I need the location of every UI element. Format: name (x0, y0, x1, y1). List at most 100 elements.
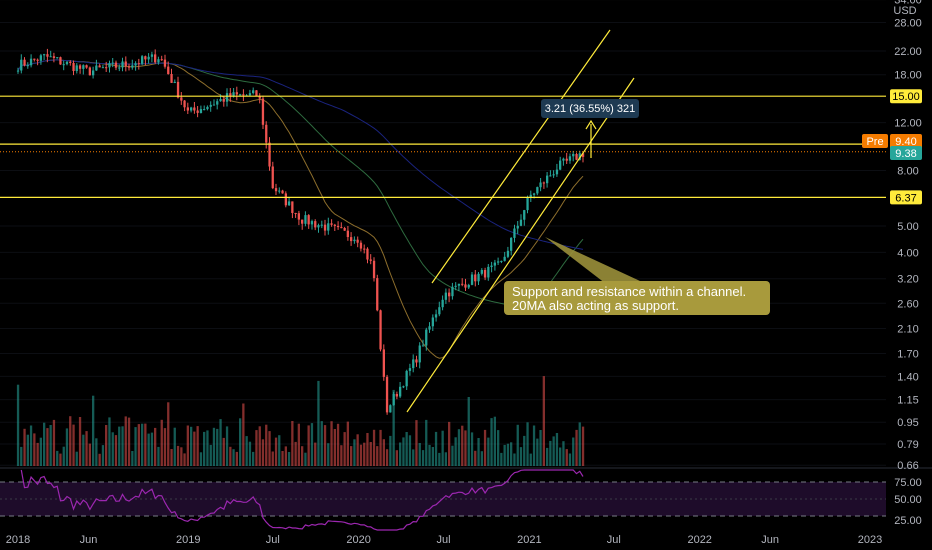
volume-bar (350, 446, 353, 466)
candle-body (575, 154, 578, 160)
candle-body (82, 65, 85, 69)
time-tick-label: 2019 (176, 534, 200, 546)
candle-body (307, 215, 310, 225)
volume-bar (575, 429, 578, 466)
candle-body (301, 219, 304, 224)
candle-body (291, 201, 294, 213)
candle-body (56, 57, 59, 59)
candle-body (239, 94, 242, 96)
channel-lower-line[interactable] (406, 77, 635, 413)
candle-body (72, 63, 75, 71)
volume-bar (193, 431, 196, 466)
candle-body (173, 81, 176, 83)
time-tick-label: Jul (266, 534, 280, 546)
volume-bar (572, 437, 575, 466)
volume-bar (428, 444, 431, 466)
candle-body (157, 59, 160, 63)
candle-body (539, 182, 542, 188)
time-axis[interactable]: 2018 Jun 2019 Jul 2020 Jul 2021 Jul 2022 Jun 2023 (6, 534, 882, 546)
last-price-tag (890, 146, 922, 160)
volume-bars (16, 376, 585, 466)
volume-bar (222, 437, 225, 466)
candle-body (372, 260, 376, 279)
candle-body (346, 230, 349, 237)
volume-bar (150, 432, 154, 466)
callout-annotation[interactable]: Support and resistance within a channel.… (504, 237, 770, 315)
level-price-tag (890, 190, 922, 205)
volume-bar (330, 421, 333, 466)
candle-body (317, 225, 320, 228)
volume-bar (108, 417, 111, 466)
time-tick-label: 2023 (858, 534, 882, 546)
candle-body (389, 405, 392, 413)
volume-bar (190, 426, 193, 466)
volume-bar (173, 427, 176, 466)
volume-bar (281, 451, 284, 466)
candle-body (20, 59, 23, 71)
last-price-value: 9.38 (895, 148, 916, 160)
volume-bar (359, 444, 363, 466)
candle-body (258, 95, 261, 99)
price-candles (16, 48, 585, 415)
volume-bar (258, 426, 261, 466)
volume-bar (255, 430, 258, 466)
volume-bar (114, 435, 118, 466)
price-tick-label: 0.79 (897, 439, 918, 451)
volume-bar (506, 443, 510, 466)
volume-bar (134, 427, 137, 466)
candle-body (114, 62, 118, 68)
candle-body (542, 182, 545, 184)
channel-upper-line[interactable] (431, 29, 611, 284)
candle-body (500, 260, 503, 262)
volume-bar (519, 447, 523, 466)
candle-body (196, 110, 199, 113)
price-axis[interactable]: USD 34.00 28.00 22.00 18.00 12.00 8.00 5.00 4.0… (893, 0, 921, 472)
volume-bar (101, 445, 105, 466)
volume-bar (225, 426, 229, 466)
candle-body (359, 242, 363, 249)
price-range-measure[interactable]: 3.21 (36.55%) 321 (541, 99, 639, 158)
candle-body (46, 54, 49, 57)
volume-bar (343, 432, 346, 466)
volume-bar (88, 443, 91, 466)
candle-body (59, 57, 62, 65)
candle-body (265, 124, 268, 143)
volume-bar (389, 435, 392, 466)
candle-body (467, 284, 470, 288)
volume-bar (542, 376, 545, 466)
candle-body (418, 345, 421, 363)
volume-bar (448, 421, 451, 466)
candle-body (33, 58, 36, 60)
volume-bar (98, 453, 101, 466)
candle-body (216, 101, 219, 105)
volume-bar (314, 442, 317, 466)
volume-bar (180, 447, 183, 466)
candle-body (287, 201, 291, 206)
volume-bar (415, 420, 418, 466)
time-tick-label: 2021 (517, 534, 541, 546)
candle-body (353, 239, 356, 242)
volume-bar (379, 429, 382, 466)
volume-bar (43, 422, 46, 466)
volume-bar (252, 451, 255, 466)
candle-body (78, 65, 82, 69)
price-tick-label: 1.70 (897, 349, 918, 361)
candle-body (399, 386, 402, 397)
candle-body (88, 67, 91, 76)
volume-bar (408, 435, 412, 466)
volume-bar (526, 422, 529, 466)
candle-body (85, 65, 88, 68)
volume-bar (323, 425, 327, 466)
volume-bar (163, 428, 167, 466)
volume-bar (261, 439, 265, 466)
candle-body (75, 65, 78, 71)
volume-bar (216, 428, 219, 466)
price-tick-label: 3.20 (897, 274, 918, 286)
candle-body (183, 100, 186, 108)
volume-bar (327, 443, 330, 466)
trend-channel[interactable] (406, 29, 635, 413)
candle-body (232, 92, 235, 97)
volume-bar (229, 446, 232, 466)
candle-body (163, 59, 167, 67)
